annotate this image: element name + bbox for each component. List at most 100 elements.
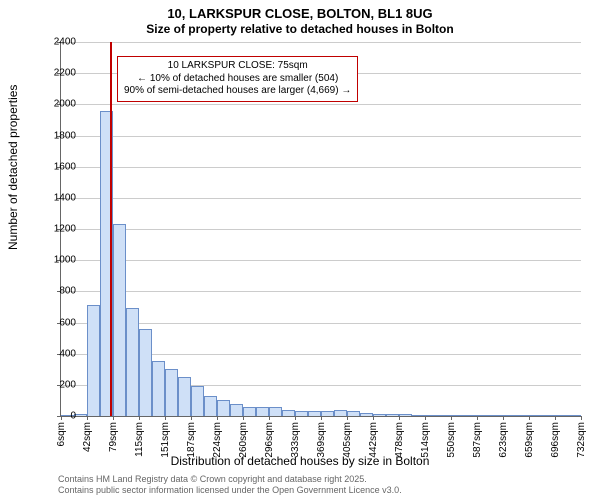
histogram-bar <box>126 308 139 416</box>
histogram-bar <box>256 407 269 416</box>
histogram-bar <box>230 404 243 416</box>
xtick-mark <box>503 416 504 420</box>
annotation-line: 90% of semi-detached houses are larger (… <box>124 85 351 98</box>
gridline <box>61 229 581 230</box>
ytick-label: 1200 <box>42 224 76 235</box>
histogram-bar <box>308 411 321 416</box>
xtick-label: 115sqm <box>134 422 145 462</box>
xtick-label: 696sqm <box>550 422 561 462</box>
xtick-mark <box>295 416 296 420</box>
xtick-label: 623sqm <box>498 422 509 462</box>
xtick-mark <box>165 416 166 420</box>
histogram-bar <box>334 410 347 416</box>
xtick-label: 187sqm <box>186 422 197 462</box>
xtick-mark <box>373 416 374 420</box>
histogram-bar <box>386 414 399 416</box>
xtick-label: 550sqm <box>446 422 457 462</box>
xtick-mark <box>529 416 530 420</box>
histogram-bar <box>490 415 503 416</box>
xtick-mark <box>191 416 192 420</box>
xtick-label: 405sqm <box>342 422 353 462</box>
gridline <box>61 136 581 137</box>
xtick-label: 151sqm <box>160 422 171 462</box>
footer-line-1: Contains HM Land Registry data © Crown c… <box>58 474 367 484</box>
gridline <box>61 42 581 43</box>
xtick-label: 369sqm <box>316 422 327 462</box>
xtick-label: 478sqm <box>394 422 405 462</box>
plot-area: 10 LARKSPUR CLOSE: 75sqm← 10% of detache… <box>60 42 581 417</box>
histogram-bar <box>542 415 555 416</box>
histogram-bar <box>269 407 282 416</box>
chart-container: 10, LARKSPUR CLOSE, BOLTON, BL1 8UG Size… <box>0 0 600 500</box>
xtick-mark <box>399 416 400 420</box>
xtick-mark <box>347 416 348 420</box>
xtick-label: 732sqm <box>576 422 587 462</box>
y-axis-label: Number of detached properties <box>6 85 20 250</box>
annotation-box: 10 LARKSPUR CLOSE: 75sqm← 10% of detache… <box>117 56 358 102</box>
property-marker-line <box>110 42 112 416</box>
xtick-mark <box>321 416 322 420</box>
histogram-bar <box>282 410 295 416</box>
ytick-label: 400 <box>42 348 76 359</box>
xtick-label: 514sqm <box>420 422 431 462</box>
xtick-mark <box>217 416 218 420</box>
xtick-mark <box>269 416 270 420</box>
xtick-label: 6sqm <box>56 422 67 462</box>
histogram-bar <box>178 377 191 416</box>
xtick-mark <box>451 416 452 420</box>
histogram-bar <box>425 415 438 416</box>
gridline <box>61 291 581 292</box>
histogram-bar <box>464 415 477 416</box>
histogram-bar <box>347 411 360 416</box>
histogram-bar <box>373 414 386 416</box>
histogram-bar <box>87 305 100 416</box>
histogram-bar <box>295 411 308 416</box>
xtick-mark <box>139 416 140 420</box>
xtick-mark <box>581 416 582 420</box>
gridline <box>61 104 581 105</box>
histogram-bar <box>321 411 334 416</box>
annotation-line: 10 LARKSPUR CLOSE: 75sqm <box>124 60 351 73</box>
xtick-mark <box>243 416 244 420</box>
gridline <box>61 323 581 324</box>
chart-title: 10, LARKSPUR CLOSE, BOLTON, BL1 8UG <box>0 6 600 21</box>
histogram-bar <box>204 396 217 416</box>
histogram-bar <box>152 361 165 416</box>
histogram-bar <box>113 224 126 416</box>
ytick-label: 1600 <box>42 161 76 172</box>
histogram-bar <box>438 415 451 416</box>
ytick-label: 1000 <box>42 255 76 266</box>
gridline <box>61 260 581 261</box>
xtick-mark <box>87 416 88 420</box>
annotation-line: ← 10% of detached houses are smaller (50… <box>124 73 351 86</box>
ytick-label: 2200 <box>42 68 76 79</box>
ytick-label: 2000 <box>42 99 76 110</box>
histogram-bar <box>139 329 152 416</box>
histogram-bar <box>399 414 412 416</box>
xtick-label: 442sqm <box>368 422 379 462</box>
xtick-mark <box>113 416 114 420</box>
xtick-label: 42sqm <box>82 422 93 462</box>
histogram-bar <box>451 415 464 416</box>
histogram-bar <box>555 415 568 416</box>
xtick-mark <box>425 416 426 420</box>
xtick-label: 587sqm <box>472 422 483 462</box>
histogram-bar <box>529 415 542 416</box>
ytick-label: 200 <box>42 379 76 390</box>
histogram-bar <box>243 407 256 416</box>
histogram-bar <box>165 369 178 416</box>
ytick-label: 600 <box>42 317 76 328</box>
ytick-label: 0 <box>42 411 76 422</box>
footer-line-2: Contains public sector information licen… <box>58 485 402 495</box>
xtick-mark <box>477 416 478 420</box>
histogram-bar <box>360 413 373 416</box>
xtick-label: 333sqm <box>290 422 301 462</box>
histogram-bar <box>191 386 204 416</box>
histogram-bar <box>412 415 425 416</box>
gridline <box>61 198 581 199</box>
ytick-label: 1800 <box>42 130 76 141</box>
histogram-bar <box>568 415 581 416</box>
ytick-label: 2400 <box>42 37 76 48</box>
ytick-label: 1400 <box>42 192 76 203</box>
histogram-bar <box>217 400 230 416</box>
